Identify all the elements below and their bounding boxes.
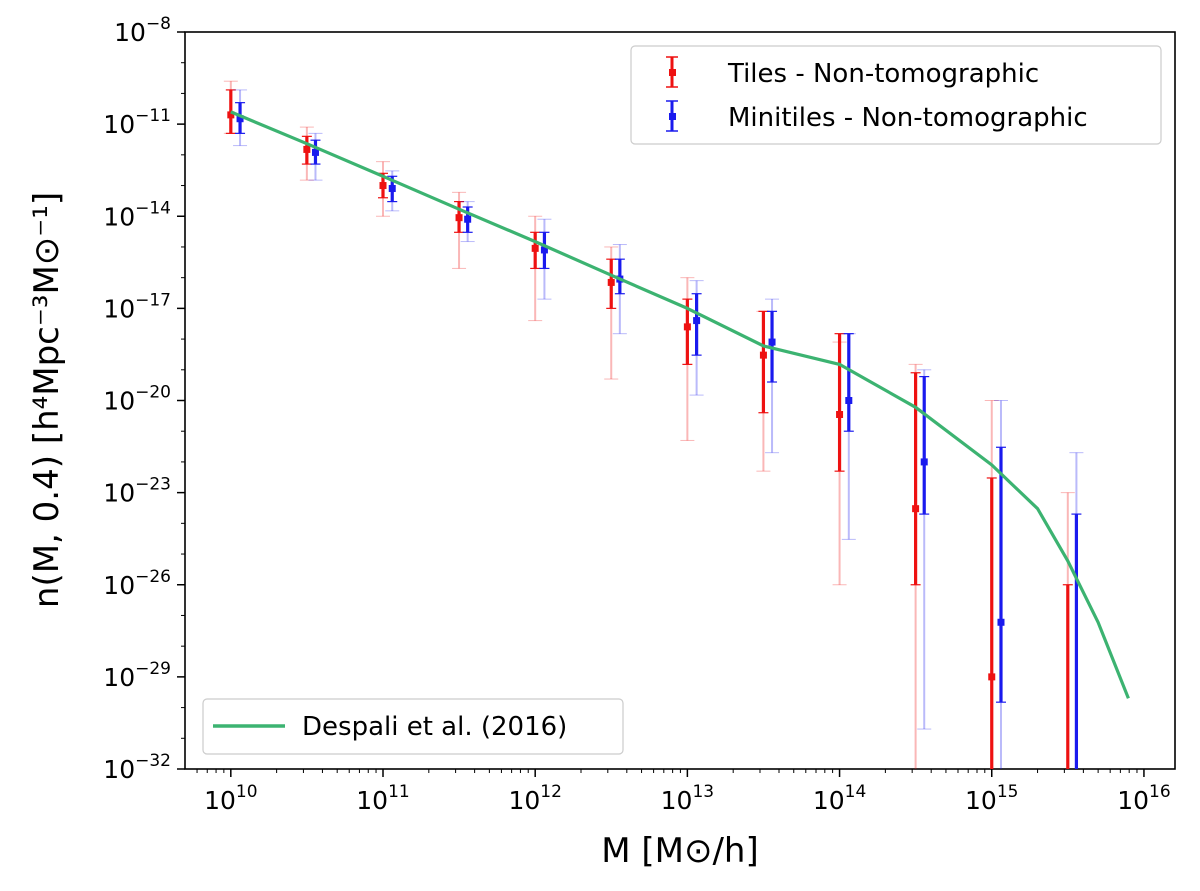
minitiles-point — [311, 148, 319, 156]
legend-despali-label: Despali et al. (2016) — [302, 712, 567, 742]
x-axis-label: M [M⊙/h] — [601, 831, 759, 871]
y-tick-label: 10−23 — [103, 475, 171, 508]
y-tick-label: 10−17 — [103, 290, 171, 323]
legend-top-box — [630, 45, 1162, 145]
legend-entry-tiles: Tiles - Non-tomographic — [666, 56, 1039, 89]
minitiles-point — [388, 185, 396, 193]
tiles-point — [531, 244, 539, 252]
tiles-point — [607, 278, 615, 286]
tiles-point — [455, 214, 463, 222]
y-axis-label: n(M, 0.4) [h⁴Mpc⁻³M⊙⁻¹] — [27, 192, 67, 608]
minitiles-point — [693, 317, 701, 325]
legend-bottom: Despali et al. (2016) — [202, 698, 624, 755]
tiles-point — [303, 145, 311, 153]
y-tick-label: 10−14 — [103, 198, 171, 231]
minitiles-point — [236, 115, 244, 123]
legend-tiles-label: Tiles - Non-tomographic — [727, 59, 1039, 89]
minitiles-point — [997, 618, 1005, 626]
legend-bottom-box — [202, 698, 624, 755]
minitiles-point — [540, 246, 548, 254]
tiles-point — [683, 323, 691, 331]
tiles-point — [836, 411, 844, 419]
y-tick-label: 10−32 — [103, 751, 171, 784]
tiles-point — [759, 351, 767, 359]
y-tick-label: 10−11 — [103, 106, 171, 139]
y-tick-label: 10−20 — [103, 383, 171, 416]
y-axis: 10−8 10−11 10−14 10−17 10−20 10−23 10−26 10−29 1… — [103, 14, 185, 784]
x-tick-label: 1016 — [1117, 782, 1170, 815]
y-tick-label: 10−8 — [114, 14, 171, 47]
minitiles-point — [845, 397, 853, 404]
tiles-point — [912, 505, 920, 513]
legend-entry-minitiles: Minitiles - Non-tomographic — [666, 100, 1088, 133]
legend-minitiles-marker — [669, 113, 676, 120]
minitiles-point — [768, 338, 776, 346]
tiles-point — [379, 182, 387, 190]
legend-minitiles-label: Minitiles - Non-tomographic — [728, 103, 1088, 133]
legend-tiles-marker — [669, 69, 676, 76]
x-tick-label: 1015 — [965, 782, 1018, 815]
despali-curve — [230, 110, 1130, 699]
x-tick-label: 1012 — [508, 782, 561, 815]
tiles-point — [227, 111, 235, 119]
minitiles-point — [920, 458, 928, 466]
minitiles-point — [464, 215, 472, 223]
x-tick-label: 1013 — [661, 782, 714, 815]
tiles-point — [988, 673, 996, 681]
legend-top: Tiles - Non-tomographic Minitiles - Non-… — [630, 45, 1162, 145]
x-tick-label: 1010 — [204, 782, 257, 815]
data-marks — [223, 80, 1130, 769]
y-tick-label: 10−26 — [103, 567, 171, 600]
x-tick-label: 1014 — [813, 782, 866, 815]
x-axis: 1010 1011 1012 1013 1014 1015 1016 — [196, 769, 1171, 815]
x-tick-label: 1011 — [356, 782, 409, 815]
y-tick-label: 10−29 — [103, 659, 171, 692]
